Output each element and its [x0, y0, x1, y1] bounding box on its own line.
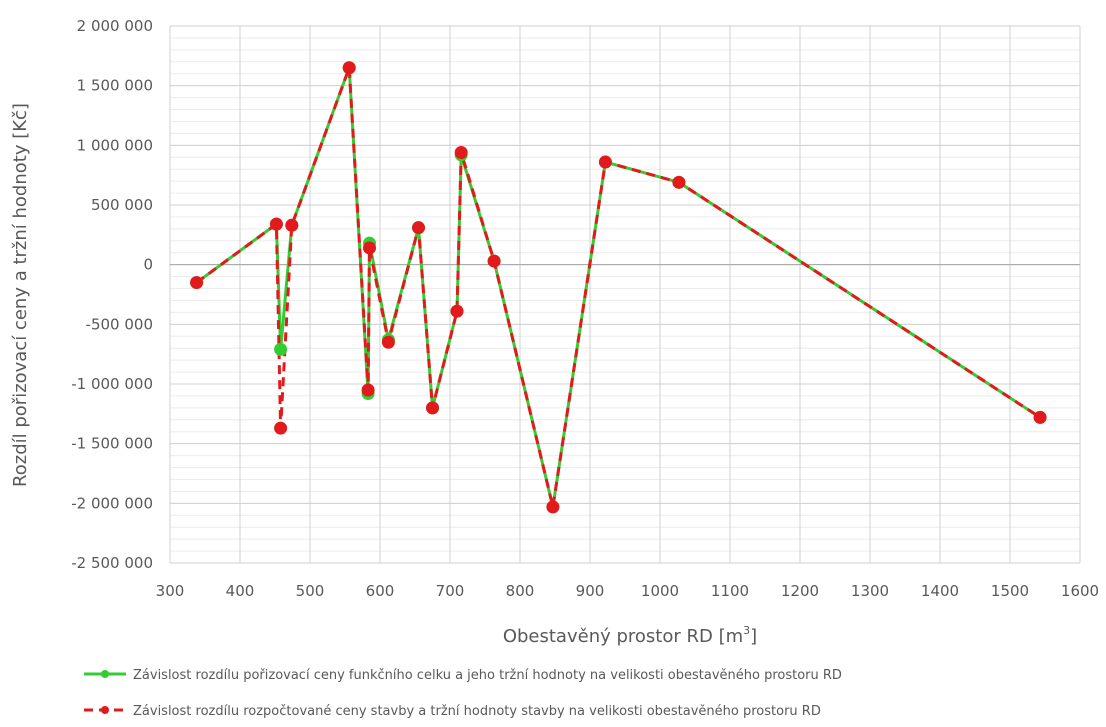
y-tick-label: 2 000 000: [77, 17, 153, 35]
series-layer: [190, 61, 1047, 514]
y-tick-label: -2 000 000: [71, 494, 153, 512]
legend-item-red: Závislost rozdílu rozpočtované ceny stav…: [84, 704, 821, 719]
x-tick-label: 400: [226, 582, 255, 600]
grid: [169, 25, 1081, 564]
series-2-point: [426, 401, 439, 415]
y-tick-label: -2 500 000: [71, 554, 153, 572]
legend-swatch-green-marker: [101, 670, 109, 678]
series-2-point: [487, 254, 501, 268]
tick-labels: 2 000 000 1 500 000 1 000 000 500 000 0 -500 …: [71, 17, 1099, 600]
x-tick-label: 900: [576, 582, 605, 600]
legend-label-green: Závislost rozdílu pořizovací ceny funkčn…: [133, 668, 842, 683]
x-tick-label: 1000: [641, 582, 679, 600]
y-tick-label: 1 000 000: [77, 136, 153, 154]
series-2-point: [598, 155, 612, 169]
series-2-point: [1033, 410, 1047, 424]
x-tick-label: 1100: [711, 582, 749, 600]
series-2-point: [672, 175, 686, 189]
series-2-point: [450, 304, 464, 318]
series-2-point: [274, 421, 288, 435]
y-tick-label: -1 000 000: [71, 375, 153, 393]
x-tick-label: 500: [296, 582, 325, 600]
y-tick-label: -1 500 000: [71, 435, 153, 453]
x-tick-label: 1400: [921, 582, 959, 600]
series-2-point: [190, 276, 204, 290]
x-tick-label: 1200: [781, 582, 819, 600]
series-2-point: [412, 221, 425, 235]
series-2-point: [381, 335, 395, 349]
series-2-point: [342, 61, 356, 75]
y-tick-label: 0: [143, 256, 153, 274]
legend-item-green: Závislost rozdílu pořizovací ceny funkčn…: [84, 668, 842, 683]
x-tick-label: 1500: [991, 582, 1029, 600]
x-axis-title-superscript: 3: [743, 624, 750, 637]
x-tick-label: 1600: [1061, 582, 1099, 600]
x-tick-label: 700: [436, 582, 465, 600]
x-axis-title-suffix: ]: [750, 626, 757, 647]
series-1-point: [274, 342, 288, 356]
series-2-point: [285, 218, 299, 232]
y-tick-label: 500 000: [91, 196, 153, 214]
legend: Závislost rozdílu pořizovací ceny funkčn…: [84, 668, 842, 719]
series-2-point: [269, 217, 283, 231]
series-2-point: [363, 241, 376, 255]
series-2-point: [546, 500, 560, 514]
y-tick-label: -500 000: [86, 315, 153, 333]
series-2-point: [361, 383, 375, 397]
x-tick-label: 1300: [851, 582, 889, 600]
y-tick-label: 1 500 000: [77, 77, 153, 95]
x-tick-label: 600: [366, 582, 395, 600]
x-tick-label: 300: [156, 582, 185, 600]
series-2-point: [454, 145, 468, 159]
x-axis-title-main: Obestavěný prostor RD [m: [503, 626, 743, 647]
legend-label-red: Závislost rozdílu rozpočtované ceny stav…: [133, 704, 821, 719]
x-tick-label: 800: [506, 582, 535, 600]
x-axis-title: Obestavěný prostor RD [m3]: [503, 624, 757, 647]
legend-swatch-red-marker: [101, 706, 109, 714]
y-axis-title: Rozdíl pořizovací ceny a tržní hodnoty […: [10, 103, 31, 487]
